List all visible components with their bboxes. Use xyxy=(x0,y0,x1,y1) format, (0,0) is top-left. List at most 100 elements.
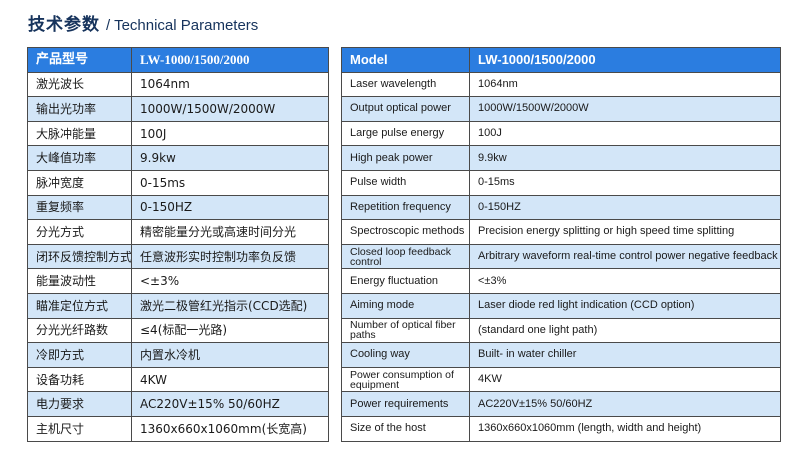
table-row: 能量波动性 <±3% xyxy=(27,268,329,294)
row-label: 分光光纤路数 xyxy=(27,317,132,344)
row-value: <±3% xyxy=(131,268,329,294)
row-value: 4KW xyxy=(131,366,329,393)
table-row: 输出光功率 1000W/1500W/2000W xyxy=(27,96,329,122)
table-row: 激光波长 1064nm xyxy=(27,71,329,98)
row-value: 任意波形实时控制功率负反馈 xyxy=(131,243,329,270)
row-label: Spectroscopic methods xyxy=(341,219,470,245)
table-row: Cooling way Built- in water chiller xyxy=(341,342,781,368)
table-row: Closed loop feedback control Arbitrary wa… xyxy=(341,243,781,270)
row-value: 1000W/1500W/2000W xyxy=(469,96,781,122)
table-row: Number of optical fiber paths (standard o… xyxy=(341,317,781,344)
row-label: Cooling way xyxy=(341,342,470,368)
table-row: 重复频率 0-150HZ xyxy=(27,194,329,221)
spec-table-english: Model LW-1000/1500/2000 Laser wavelength… xyxy=(341,47,781,442)
row-value: ≤4(标配一光路) xyxy=(131,317,329,344)
row-value: 0-15ms xyxy=(469,169,781,196)
row-label: Pulse width xyxy=(341,169,470,196)
row-value: AC220V±15% 50/60HZ xyxy=(131,391,329,417)
table-row: Power consumption of equipment 4KW xyxy=(341,366,781,393)
row-value: 1064nm xyxy=(469,71,781,98)
row-label: High peak power xyxy=(341,145,470,171)
row-label: Closed loop feedback control xyxy=(341,243,470,270)
row-value: 4KW xyxy=(469,366,781,393)
row-label: 设备功耗 xyxy=(27,366,132,393)
row-label: Power requirements xyxy=(341,391,470,417)
row-value: 1360x660x1060mm (length, width and heigh… xyxy=(469,415,781,442)
spec-table-chinese: 产品型号 LW-1000/1500/2000 激光波长 1064nm 输出光功率 1… xyxy=(27,47,329,442)
row-value: 9.9kw xyxy=(131,145,329,171)
table-row: 电力要求 AC220V±15% 50/60HZ xyxy=(27,391,329,417)
table-header-row: 产品型号 LW-1000/1500/2000 xyxy=(27,47,329,73)
row-label: 输出光功率 xyxy=(27,96,132,122)
table-row: 设备功耗 4KW xyxy=(27,366,329,393)
row-label: Energy fluctuation xyxy=(341,268,470,294)
row-label: 瞄准定位方式 xyxy=(27,292,132,319)
table-row: Aiming mode Laser diode red light indicat… xyxy=(341,292,781,319)
row-label: 电力要求 xyxy=(27,391,132,417)
row-value: 9.9kw xyxy=(469,145,781,171)
table-row: 闭环反馈控制方式 任意波形实时控制功率负反馈 xyxy=(27,243,329,270)
row-value: Laser diode red light indication (CCD op… xyxy=(469,292,781,319)
table-row: Laser wavelength 1064nm xyxy=(341,71,781,98)
header-label: 产品型号 xyxy=(27,47,132,73)
table-row: 大峰值功率 9.9kw xyxy=(27,145,329,171)
table-row: 冷即方式 内置水冷机 xyxy=(27,342,329,368)
table-row: 分光光纤路数 ≤4(标配一光路) xyxy=(27,317,329,344)
table-row: Size of the host 1360x660x1060mm (length,… xyxy=(341,415,781,442)
row-label: 主机尺寸 xyxy=(27,415,132,442)
table-row: 主机尺寸 1360x660x1060mm(长宽高) xyxy=(27,415,329,442)
table-row: Pulse width 0-15ms xyxy=(341,169,781,196)
row-label: 闭环反馈控制方式 xyxy=(27,243,132,270)
header-value: LW-1000/1500/2000 xyxy=(131,47,329,73)
table-row: Repetition frequency 0-150HZ xyxy=(341,194,781,221)
row-value: 1000W/1500W/2000W xyxy=(131,96,329,122)
row-label: Number of optical fiber paths xyxy=(341,317,470,344)
row-label: Size of the host xyxy=(341,415,470,442)
row-label: 大峰值功率 xyxy=(27,145,132,171)
row-label: Power consumption of equipment xyxy=(341,366,470,393)
table-row: 大脉冲能量 100J xyxy=(27,120,329,147)
table-header-row: Model LW-1000/1500/2000 xyxy=(341,47,781,73)
table-row: 瞄准定位方式 激光二极管红光指示(CCD选配) xyxy=(27,292,329,319)
row-label: 脉冲宽度 xyxy=(27,169,132,196)
table-row: Large pulse energy 100J xyxy=(341,120,781,147)
row-label: 激光波长 xyxy=(27,71,132,98)
table-row: 脉冲宽度 0-15ms xyxy=(27,169,329,196)
row-label: Large pulse energy xyxy=(341,120,470,147)
table-row: High peak power 9.9kw xyxy=(341,145,781,171)
row-label: Repetition frequency xyxy=(341,194,470,221)
row-value: 1064nm xyxy=(131,71,329,98)
header-value: LW-1000/1500/2000 xyxy=(469,47,781,73)
row-label: Output optical power xyxy=(341,96,470,122)
row-label: 能量波动性 xyxy=(27,268,132,294)
table-row: Energy fluctuation <±3% xyxy=(341,268,781,294)
row-value: Built- in water chiller xyxy=(469,342,781,368)
row-value: AC220V±15% 50/60HZ xyxy=(469,391,781,417)
row-value: 100J xyxy=(469,120,781,147)
section-heading: 技术参数 / Technical Parameters xyxy=(28,10,259,35)
row-value: 0-150HZ xyxy=(469,194,781,221)
row-label: 重复频率 xyxy=(27,194,132,221)
header-label: Model xyxy=(341,47,470,73)
row-value: 激光二极管红光指示(CCD选配) xyxy=(131,292,329,319)
row-label: 分光方式 xyxy=(27,219,132,245)
row-label: Laser wavelength xyxy=(341,71,470,98)
row-value: (standard one light path) xyxy=(469,317,781,344)
heading-zh: 技术参数 xyxy=(28,15,100,35)
row-value: 内置水冷机 xyxy=(131,342,329,368)
row-value: 0-150HZ xyxy=(131,194,329,221)
table-row: Output optical power 1000W/1500W/2000W xyxy=(341,96,781,122)
row-label: Aiming mode xyxy=(341,292,470,319)
row-label: 大脉冲能量 xyxy=(27,120,132,147)
row-value: Precision energy splitting or high speed… xyxy=(469,219,781,245)
row-value: 0-15ms xyxy=(131,169,329,196)
row-label: 冷即方式 xyxy=(27,342,132,368)
table-row: Power requirements AC220V±15% 50/60HZ xyxy=(341,391,781,417)
row-value: Arbitrary waveform real-time control pow… xyxy=(469,243,781,270)
heading-en: / Technical Parameters xyxy=(106,17,259,34)
row-value: 100J xyxy=(131,120,329,147)
row-value: 精密能量分光或高速时间分光 xyxy=(131,219,329,245)
table-row: Spectroscopic methods Precision energy sp… xyxy=(341,219,781,245)
table-row: 分光方式 精密能量分光或高速时间分光 xyxy=(27,219,329,245)
row-value: 1360x660x1060mm(长宽高) xyxy=(131,415,329,442)
